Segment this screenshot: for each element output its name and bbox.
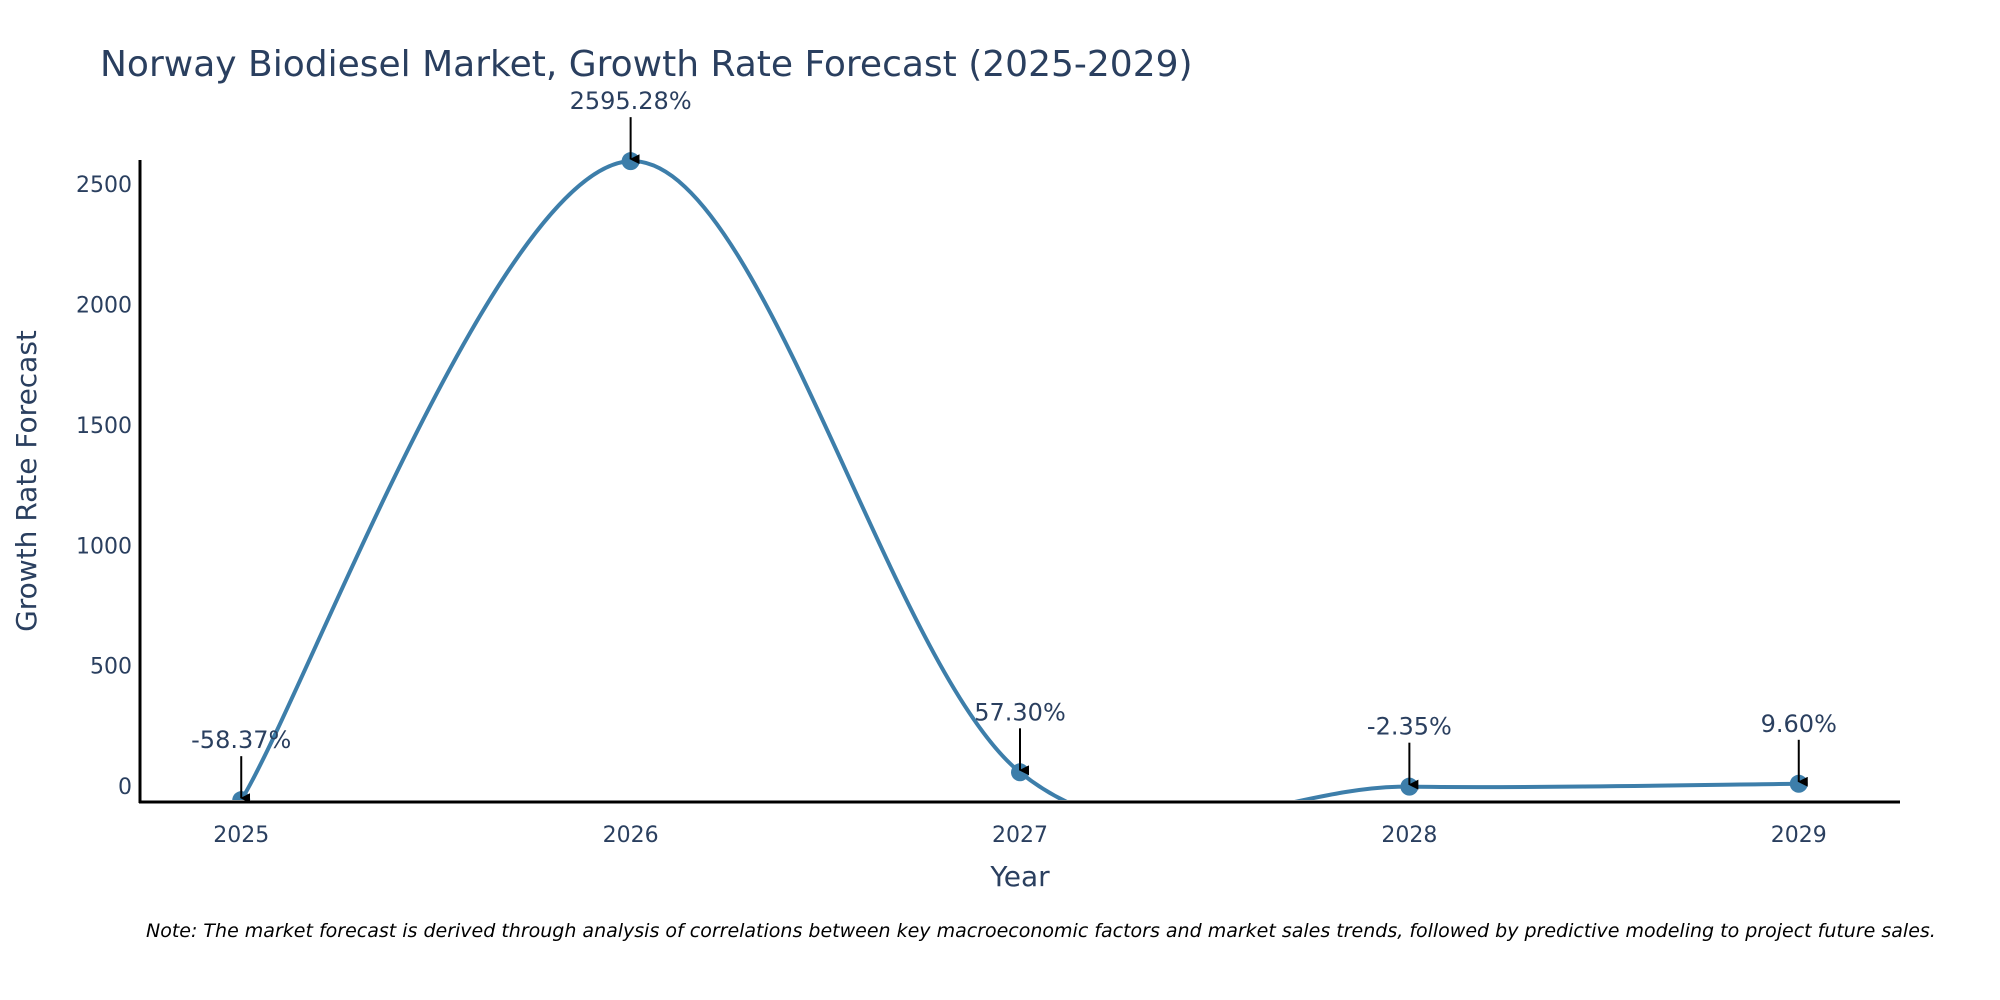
data-label: -58.37%: [191, 726, 291, 754]
data-label: 57.30%: [974, 698, 1066, 726]
x-tick-label: 2025: [213, 823, 269, 848]
y-tick-label: 2500: [76, 173, 132, 198]
x-axis-title: Year: [989, 860, 1050, 893]
data-label: 2595.28%: [570, 87, 692, 115]
data-label: -2.35%: [1367, 713, 1452, 741]
y-tick-label: 2000: [76, 293, 132, 318]
axes-group: [138, 160, 1900, 804]
annotations-group: -58.37% 2595.28% 57.30% -2.35% 9.60%: [191, 87, 1837, 804]
chart-title: Norway Biodiesel Market, Growth Rate For…: [100, 44, 1193, 85]
data-label: 9.60%: [1761, 710, 1837, 738]
x-tick-label: 2026: [603, 823, 659, 848]
ticks-group: 0 500 1000 1500 2000 2500 2025 2026 2027 2028 2029: [76, 173, 1827, 848]
y-tick-label: 1500: [76, 414, 132, 439]
x-tick-label: 2027: [992, 823, 1048, 848]
x-tick-label: 2028: [1381, 823, 1437, 848]
footnote: Note: The market forecast is derived thr…: [146, 920, 1936, 942]
y-axis-title: Growth Rate Forecast: [10, 330, 43, 632]
y-tick-label: 1000: [76, 534, 132, 559]
y-tick-label: 500: [90, 655, 132, 680]
series-line: [239, 159, 1799, 800]
y-tick-label: 0: [118, 775, 132, 800]
x-tick-label: 2029: [1771, 823, 1827, 848]
